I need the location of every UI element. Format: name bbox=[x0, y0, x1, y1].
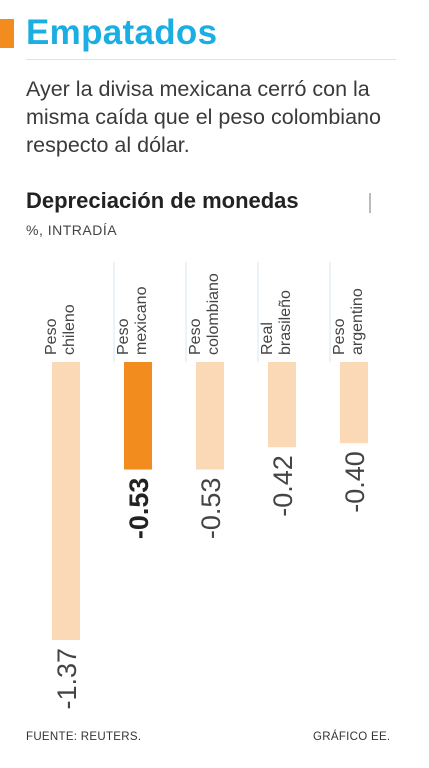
bar bbox=[196, 362, 224, 470]
bar bbox=[268, 362, 296, 448]
headline: Empatados bbox=[26, 13, 218, 52]
source-note: FUENTE: REUTERS. bbox=[26, 731, 142, 743]
title-divider bbox=[369, 193, 371, 213]
category-label: Pesochileno bbox=[43, 304, 78, 355]
bar bbox=[340, 362, 368, 444]
credit-note: GRÁFICO EE. bbox=[313, 731, 391, 743]
value-label: -0.53 bbox=[196, 478, 226, 540]
bar bbox=[52, 362, 80, 640]
category-label: Pesocolombiano bbox=[187, 273, 222, 355]
value-label: -0.53 bbox=[124, 478, 154, 540]
chart-title: Depreciación de monedas bbox=[26, 188, 299, 213]
header-rule bbox=[26, 59, 396, 60]
intro-text: Ayer la divisa mexicana cerró con la mis… bbox=[26, 77, 381, 157]
value-label: -0.40 bbox=[340, 451, 370, 513]
category-label: Realbrasileño bbox=[259, 290, 294, 355]
value-label: -1.37 bbox=[52, 648, 82, 710]
category-label: Pesomexicano bbox=[115, 286, 150, 355]
bar bbox=[124, 362, 152, 470]
accent-block bbox=[0, 19, 14, 48]
unit-label: %, INTRADÍA bbox=[26, 222, 118, 238]
value-label: -0.42 bbox=[268, 455, 298, 517]
category-label: Pesoargentino bbox=[331, 288, 366, 355]
